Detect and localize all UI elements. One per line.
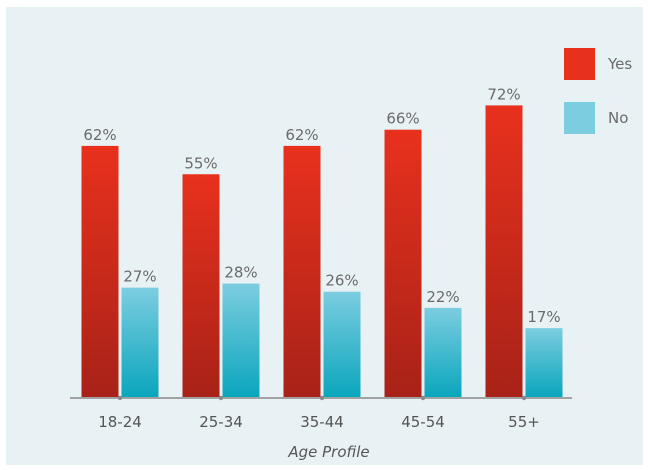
bar-no-45-54 (424, 307, 462, 397)
x-tick-label: 18-24 (98, 413, 142, 431)
legend-swatch-yes (564, 48, 595, 80)
bar-no-35-44 (323, 291, 361, 397)
x-tick-mark (420, 395, 426, 401)
legend-label-yes: Yes (607, 55, 632, 73)
x-tick-mark (521, 395, 527, 401)
bar-yes-25-34 (182, 174, 220, 397)
x-tick-label: 25-34 (199, 413, 243, 431)
x-tick-mark (319, 395, 325, 401)
value-label-yes-35-44: 62% (285, 126, 318, 144)
bar-no-25-34 (222, 283, 260, 397)
value-label-no-25-34: 28% (224, 264, 257, 282)
value-label-yes-25-34: 55% (184, 154, 217, 172)
x-tick-label: 45-54 (401, 413, 445, 431)
bar-no-18-24 (121, 287, 159, 397)
legend-swatch-no (564, 102, 595, 134)
value-label-yes-45-54: 66% (386, 110, 419, 128)
value-label-no-45-54: 22% (426, 288, 459, 306)
value-label-no-18-24: 27% (123, 268, 156, 286)
x-tick-mark (218, 395, 224, 401)
x-tick-label: 35-44 (300, 413, 344, 431)
bar-yes-35-44 (283, 145, 321, 397)
bar-no-55+ (525, 328, 563, 397)
bar-yes-55+ (485, 105, 523, 398)
x-tick-mark (117, 395, 123, 401)
legend: Yes No (564, 48, 632, 134)
value-label-no-55+: 17% (527, 308, 560, 326)
x-axis-ticks: 18-24 25-34 35-44 45-54 55+ (98, 395, 540, 431)
bar-yes-18-24 (81, 145, 119, 397)
value-label-yes-18-24: 62% (83, 126, 116, 144)
value-label-no-35-44: 26% (325, 272, 358, 290)
legend-label-no: No (608, 109, 628, 127)
value-labels-layer: 62% 27% 55% 28% 62% 26% 66% 22% 72% 17% (83, 85, 560, 326)
bar-yes-45-54 (384, 129, 422, 397)
value-label-yes-55+: 72% (487, 85, 520, 103)
x-tick-label: 55+ (508, 413, 540, 431)
x-axis-title: Age Profile (287, 443, 369, 461)
bars-layer (81, 105, 563, 398)
